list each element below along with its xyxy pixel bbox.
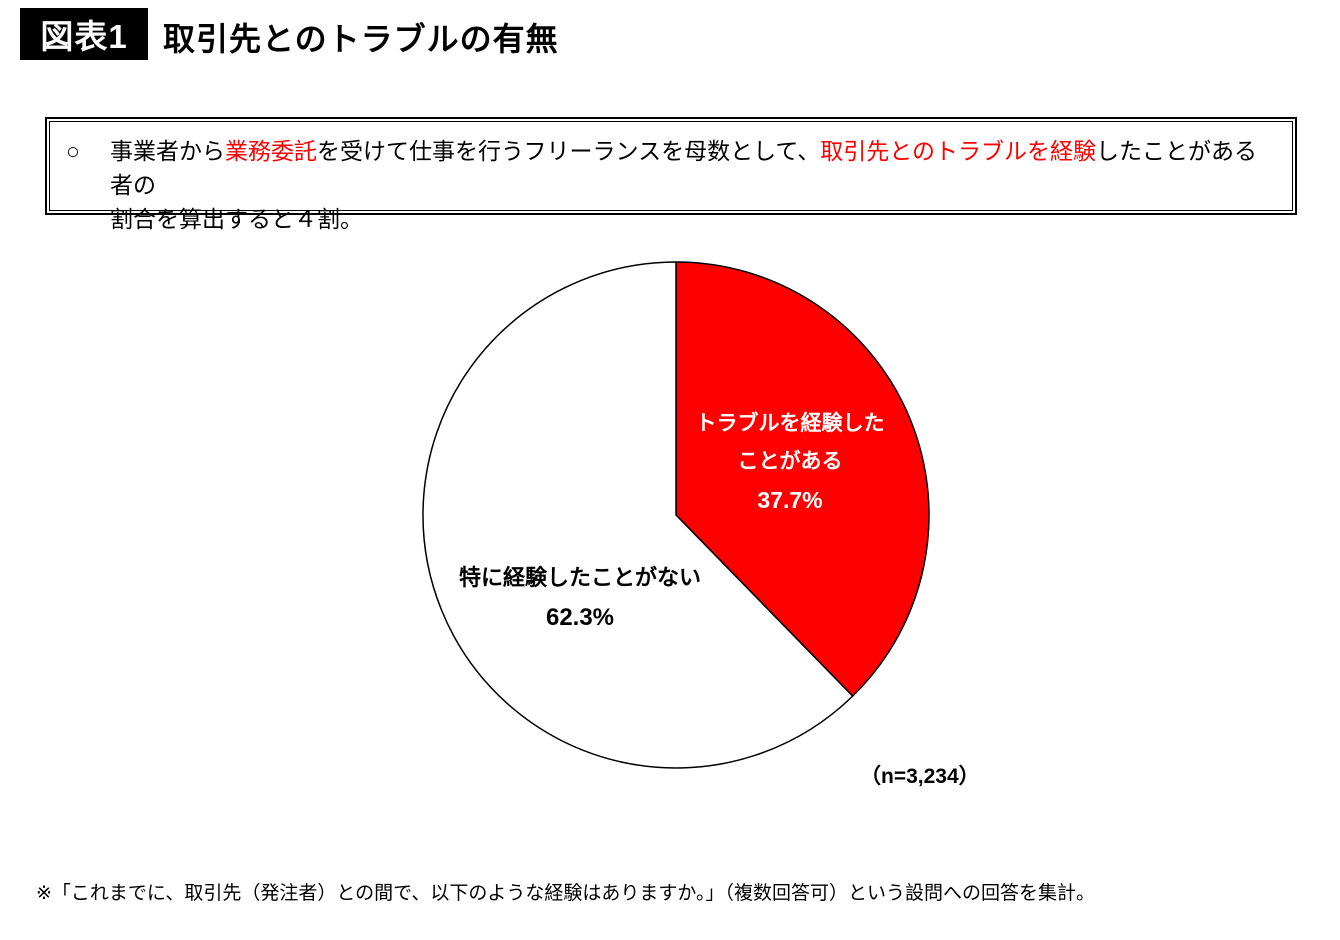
- summary-text-segment: 割合を算出すると４割。: [110, 206, 363, 232]
- pie-chart: トラブルを経験した ことがある 37.7% 特に経験したことがない 62.3%: [420, 258, 932, 772]
- slice-label-line: トラブルを経験した: [695, 412, 885, 435]
- slice-value-label: 62.3%: [545, 604, 615, 631]
- pie-chart-svg: [422, 261, 930, 769]
- slice-label-no-experience: 特に経験したことがない 62.3%: [440, 558, 720, 638]
- summary-text-segment: 事業者から: [110, 138, 225, 164]
- summary-bullet: ○: [66, 138, 80, 164]
- pie-slice-1: [422, 261, 854, 769]
- summary-text-segment: したことがある者の: [110, 138, 1258, 198]
- figure-title: 取引先とのトラブルの有無: [163, 21, 559, 57]
- summary-box: ○ 事業者から業務委託を受けて仕事を行うフリーランスを母数として、取引先とのトラ…: [45, 117, 1297, 232]
- slice-label-line: 特に経験したことがない: [458, 565, 701, 590]
- slice-label-line: ことがある: [737, 450, 843, 473]
- summary-text-segment: を受けて仕事を行うフリーランスを母数として、: [317, 138, 821, 164]
- slice-value-label: 37.7%: [757, 487, 823, 513]
- summary-box-inner: ○ 事業者から業務委託を受けて仕事を行うフリーランスを母数として、取引先とのトラ…: [49, 121, 1293, 232]
- pie-slice-0: [675, 261, 930, 697]
- sample-size-label: （n=3,234）: [860, 765, 980, 788]
- figure-badge: 図表1: [20, 8, 148, 60]
- slice-label-experienced: トラブルを経験した ことがある 37.7%: [670, 405, 910, 519]
- summary-text-red-segment: 取引先とのトラブルを経験: [820, 138, 1097, 164]
- summary-text: 事業者から業務委託を受けて仕事を行うフリーランスを母数として、取引先とのトラブル…: [110, 134, 1276, 232]
- footnote: ※「これまでに、取引先（発注者）との間で、以下のような経験はありますか。」（複数…: [36, 883, 1096, 904]
- summary-text-red-segment: 業務委託: [225, 138, 317, 164]
